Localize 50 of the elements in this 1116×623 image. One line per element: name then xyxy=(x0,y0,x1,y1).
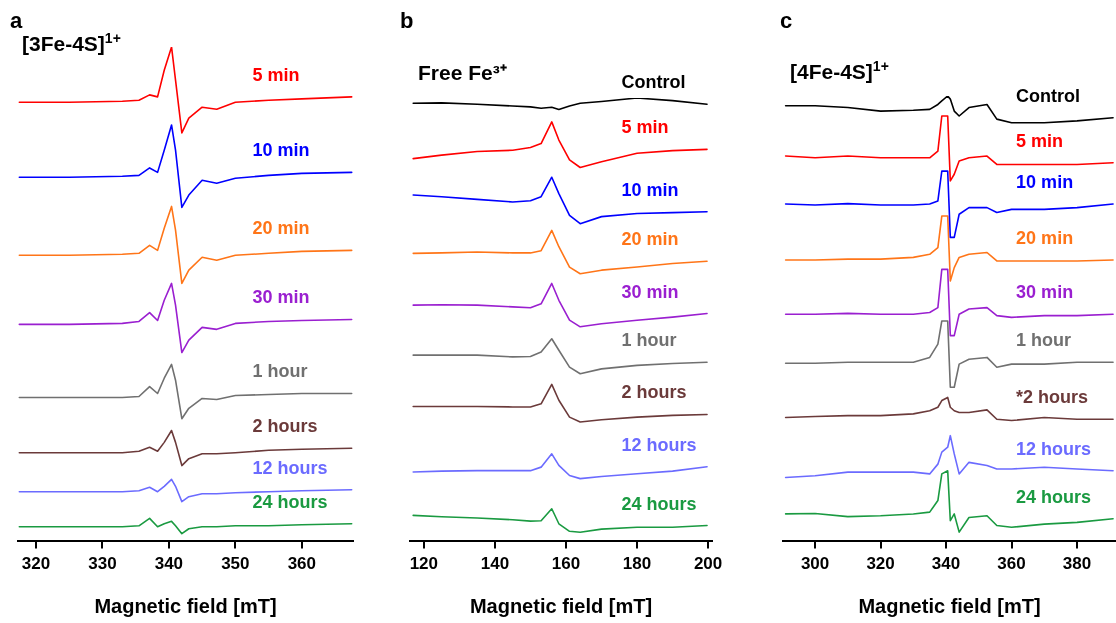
x-tick-label: 340 xyxy=(931,554,961,574)
chart-title: c xyxy=(780,8,793,34)
x-tick-label: 350 xyxy=(221,554,250,574)
series-label: 20 min xyxy=(621,229,679,250)
series-label: 12 hours xyxy=(621,434,697,455)
series-label: 1 hour xyxy=(1016,330,1072,351)
x-axis-title: Magnetic field [mT] xyxy=(469,594,653,617)
series-label: 1 hour xyxy=(252,361,308,382)
series-label: 20 min xyxy=(1016,228,1074,249)
x-tick-label: 200 xyxy=(693,554,723,574)
x-tick-label: 320 xyxy=(866,554,895,574)
x-tick-label: 160 xyxy=(551,554,581,574)
series-label: 24 hours xyxy=(252,491,328,512)
chart-subtitle: [4Fe-4S]$^{1+}$ xyxy=(790,58,889,84)
x-tick-label: 320 xyxy=(21,554,51,574)
series-label: 2 hours xyxy=(252,416,318,437)
series-label: 10 min xyxy=(621,179,679,200)
chart-title: b xyxy=(400,8,414,34)
series-label: 24 hours xyxy=(621,493,697,514)
x-tick-label: 340 xyxy=(154,554,184,574)
series-label: 12 hours xyxy=(1016,438,1092,459)
series-label: 20 min xyxy=(252,218,310,239)
series-label: 30 min xyxy=(252,287,310,308)
chart-subtitle: Free Fe³⁺ xyxy=(418,60,507,86)
x-axis-title: Magnetic field [mT] xyxy=(858,594,1041,617)
series-label: 10 min xyxy=(252,140,310,161)
x-tick-label: 360 xyxy=(287,554,317,574)
x-tick-label: 180 xyxy=(622,554,652,574)
series-label: 5 min xyxy=(1016,130,1064,151)
series-label: 1 hour xyxy=(621,330,677,351)
chart-title: a xyxy=(10,8,23,34)
series-label: Control xyxy=(1016,85,1081,106)
x-tick-label: 300 xyxy=(800,554,830,574)
series-label: 10 min xyxy=(1016,172,1074,193)
series-label: 30 min xyxy=(621,281,679,302)
x-tick-label: 330 xyxy=(88,554,117,574)
series-label: 2 hours xyxy=(621,382,687,403)
series-label: *2 hours xyxy=(1016,387,1089,408)
series-label: 5 min xyxy=(252,64,300,85)
series-label: Control xyxy=(621,72,686,93)
x-axis-title: Magnetic field [mT] xyxy=(94,594,277,617)
x-tick-label: 140 xyxy=(480,554,510,574)
chart-subtitle: [3Fe-4S]$^{1+}$ xyxy=(22,30,121,56)
x-tick-label: 380 xyxy=(1062,554,1092,574)
series-label: 5 min xyxy=(621,117,669,138)
x-tick-label: 120 xyxy=(409,554,439,574)
x-tick-label: 360 xyxy=(997,554,1026,574)
series-label: 12 hours xyxy=(252,457,328,478)
series-label: 30 min xyxy=(1016,282,1074,303)
series-label: 24 hours xyxy=(1016,486,1092,507)
